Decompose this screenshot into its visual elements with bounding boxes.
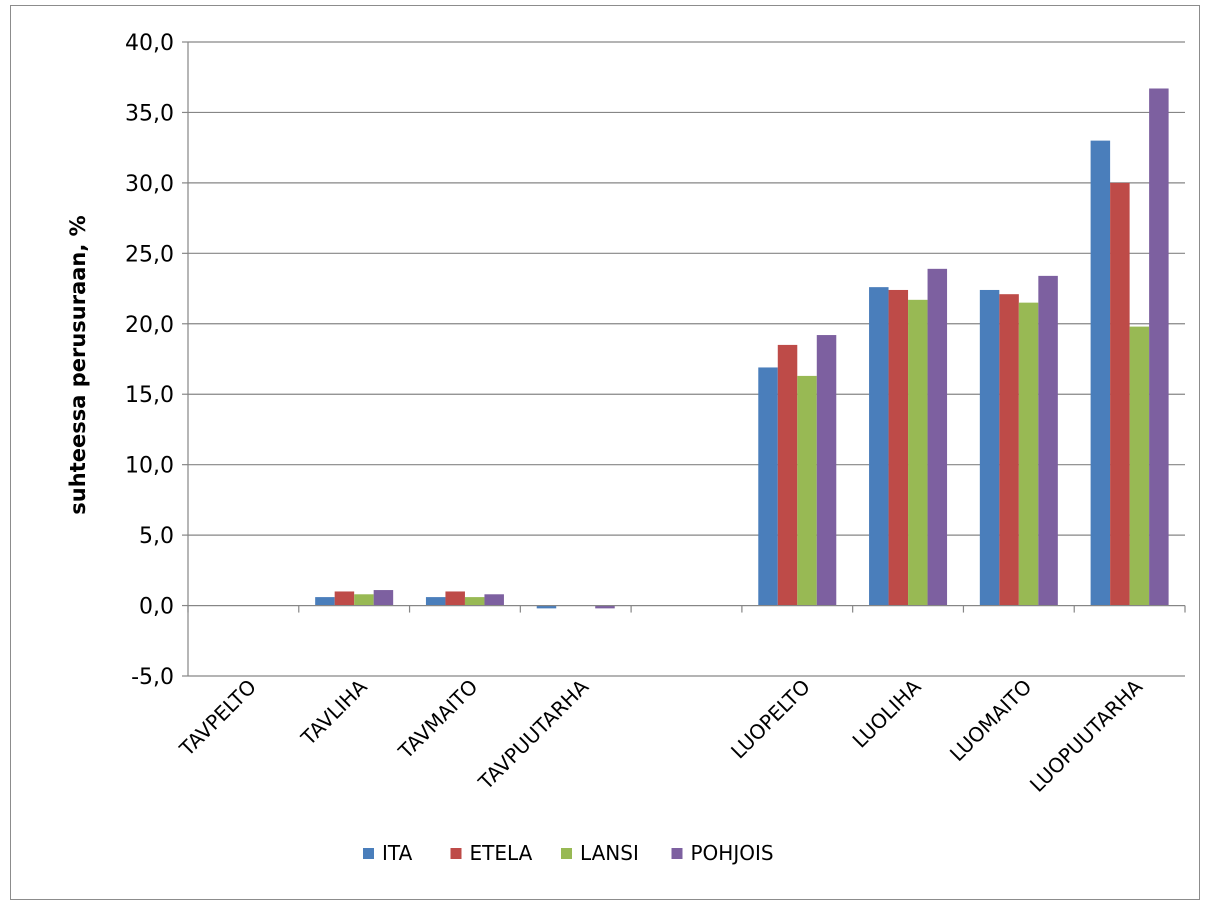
bar-ita-luomaito <box>979 289 1000 606</box>
y-tick-label: 5,0 <box>139 524 174 549</box>
x-tick-label: LUOPELTO <box>726 675 815 764</box>
bar-pohjois-luoliha <box>927 268 948 606</box>
legend-label-lansi: LANSI <box>580 841 639 865</box>
bar-etela-tavliha <box>334 591 355 606</box>
legend-swatch-ita <box>363 848 374 859</box>
y-tick-label: 40,0 <box>125 31 174 56</box>
y-axis-label: suhteessa perusuraan, % <box>66 215 90 514</box>
x-tick-label: LUOMAITO <box>945 675 1036 766</box>
y-tick-label: 20,0 <box>125 313 174 338</box>
legend-swatch-pohjois <box>671 848 683 859</box>
x-tick-label: LUOPUUTARHA <box>1025 674 1147 796</box>
bar-pohjois-luomaito <box>1038 275 1058 606</box>
y-tick-label: 25,0 <box>125 242 174 267</box>
y-tick-label: 15,0 <box>125 383 174 408</box>
legend-swatch-lansi <box>561 848 572 859</box>
x-tick-label: TAVPELTO <box>174 675 261 762</box>
x-tick-label: TAVPUUTARHA <box>473 674 593 794</box>
y-tick-label: -5,0 <box>131 665 174 690</box>
bar-etela-luomaito <box>999 294 1019 606</box>
bar-lansi-luoliha <box>908 299 928 606</box>
bar-ita-tavpuutarha <box>536 605 557 609</box>
bar-lansi-luomaito <box>1018 302 1039 606</box>
bar-etela-luopelto <box>777 344 798 606</box>
bar-etela-luopuutarha <box>1110 182 1130 606</box>
bar-lansi-luopuutarha <box>1129 326 1150 606</box>
axes <box>187 42 1186 676</box>
bar-ita-luoliha <box>869 287 889 606</box>
bar-etela-tavmaito <box>445 591 465 606</box>
bar-pohjois-tavmaito <box>484 594 504 606</box>
legend-label-pohjois: POHJOIS <box>691 841 774 865</box>
bars <box>204 88 1169 609</box>
bar-ita-tavmaito <box>425 597 446 606</box>
y-tick-labels: -5,0 0,0 5,0 10,0 15,0 20,0 25,0 30,0 35,0 40,0 <box>125 31 174 690</box>
y-tick-label: 10,0 <box>125 454 174 479</box>
bar-ita-luopuutarha <box>1090 140 1111 606</box>
bar-lansi-luopelto <box>797 375 817 606</box>
legend-swatch-etela <box>450 848 462 859</box>
x-tick-label: LUOLIHA <box>848 674 926 752</box>
y-tick-label: 35,0 <box>125 101 174 126</box>
y-tick-label: 0,0 <box>139 595 174 620</box>
x-tick-label: TAVMAITO <box>393 675 482 764</box>
bar-etela-luoliha <box>888 289 909 606</box>
y-tick-label: 30,0 <box>125 172 174 197</box>
x-tick-label: TAVLIHA <box>296 674 372 750</box>
bar-ita-tavliha <box>315 597 335 606</box>
bar-ita-luopelto <box>758 367 778 606</box>
bar-pohjois-luopuutarha <box>1149 88 1169 606</box>
legend-label-ita: ITA <box>382 841 413 865</box>
bar-pohjois-tavpuutarha <box>595 605 615 609</box>
bar-pohjois-tavliha <box>373 590 394 606</box>
legend-label-etela: ETELA <box>470 841 533 865</box>
bar-pohjois-luopelto <box>816 335 837 606</box>
bar-lansi-tavliha <box>354 594 374 606</box>
bar-lansi-tavmaito <box>464 597 485 606</box>
legend: ITA ETELA LANSI POHJOIS <box>363 841 774 865</box>
